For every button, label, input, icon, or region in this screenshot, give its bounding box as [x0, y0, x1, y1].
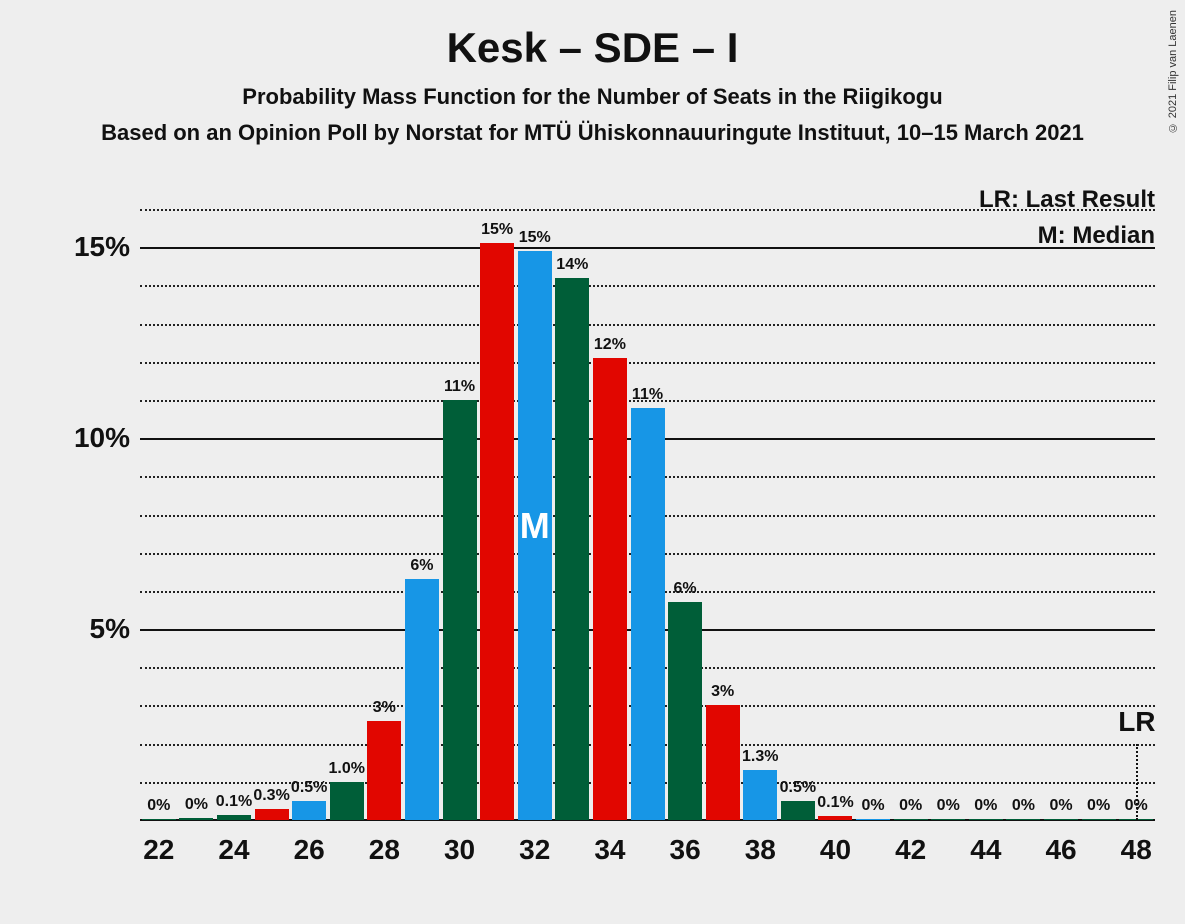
- copyright: © 2021 Filip van Laenen: [1167, 10, 1179, 133]
- bar: [1044, 819, 1078, 820]
- bar: [706, 705, 740, 820]
- bar: [142, 819, 176, 820]
- bar-label: 1.0%: [329, 760, 365, 778]
- bar-label: 0%: [1087, 797, 1110, 815]
- bar-label: 0%: [1012, 797, 1035, 815]
- bar-label: 0.5%: [291, 779, 327, 797]
- bar-label: 0%: [1049, 797, 1072, 815]
- bar-label: 15%: [481, 221, 513, 239]
- plot-area: 5%10%15%0%0%0.1%0.3%0.5%1.0%3%6%11%15%15…: [140, 190, 1155, 820]
- bar: [179, 818, 213, 820]
- bar-label: 0%: [147, 797, 170, 815]
- lr-tick: [1136, 744, 1138, 820]
- gridline-minor: [140, 209, 1155, 211]
- xtick-label: 38: [745, 834, 776, 866]
- gridline-minor: [140, 285, 1155, 287]
- bar: [217, 815, 251, 820]
- bar: [631, 408, 665, 820]
- ytick-label: 10%: [50, 422, 130, 454]
- bar: [443, 400, 477, 820]
- bar: [668, 602, 702, 820]
- ytick-label: 5%: [50, 613, 130, 645]
- chart-subtitle: Probability Mass Function for the Number…: [0, 84, 1185, 110]
- xtick-label: 42: [895, 834, 926, 866]
- bar-label: 11%: [632, 386, 663, 404]
- xtick-label: 22: [143, 834, 174, 866]
- bar-label: 12%: [594, 336, 626, 354]
- chart-subtitle2: Based on an Opinion Poll by Norstat for …: [0, 120, 1185, 146]
- bar: [480, 243, 514, 820]
- bar-label: 0%: [185, 796, 208, 814]
- bar: [931, 819, 965, 820]
- bar-label: 3%: [373, 699, 396, 717]
- bar: [330, 782, 364, 820]
- bar-label: 11%: [444, 378, 475, 396]
- bar: [593, 358, 627, 820]
- bar: [292, 801, 326, 820]
- bar: [1006, 819, 1040, 820]
- bar: [781, 801, 815, 820]
- bar-label: 0.1%: [817, 794, 853, 812]
- bar-label: 0.1%: [216, 793, 252, 811]
- xtick-label: 44: [970, 834, 1001, 866]
- bar: [818, 816, 852, 820]
- bar: [1082, 819, 1116, 820]
- xtick-label: 34: [594, 834, 625, 866]
- gridline-minor: [140, 362, 1155, 364]
- bar-label: 0.5%: [780, 779, 816, 797]
- bar: [894, 819, 928, 820]
- bar: [555, 278, 589, 820]
- bar: [367, 721, 401, 820]
- bar-label: 1.3%: [742, 748, 778, 766]
- lr-label: LR: [1118, 706, 1155, 738]
- bar-label: 6%: [410, 557, 433, 575]
- bar-chart: 5%10%15%0%0%0.1%0.3%0.5%1.0%3%6%11%15%15…: [140, 190, 1155, 820]
- xtick-label: 26: [294, 834, 325, 866]
- gridline-major: [140, 247, 1155, 249]
- bar-label: 0%: [937, 797, 960, 815]
- bar-label: 0%: [861, 797, 884, 815]
- xtick-label: 28: [369, 834, 400, 866]
- bar: [743, 770, 777, 820]
- bar: [405, 579, 439, 820]
- xtick-label: 48: [1121, 834, 1152, 866]
- median-marker: M: [520, 505, 550, 547]
- ytick-label: 15%: [50, 231, 130, 263]
- chart-title: Kesk – SDE – I: [0, 0, 1185, 72]
- xtick-label: 30: [444, 834, 475, 866]
- bar-label: 15%: [519, 229, 551, 247]
- bar-label: 14%: [556, 256, 588, 274]
- bar: [856, 819, 890, 820]
- bar-label: 0.3%: [253, 787, 289, 805]
- bar-label: 0%: [899, 797, 922, 815]
- xtick-label: 40: [820, 834, 851, 866]
- xtick-label: 32: [519, 834, 550, 866]
- xtick-label: 24: [218, 834, 249, 866]
- bar: [255, 809, 289, 820]
- bar-label: 3%: [711, 683, 734, 701]
- bar-label: 0%: [974, 797, 997, 815]
- xtick-label: 36: [670, 834, 701, 866]
- gridline-minor: [140, 324, 1155, 326]
- xtick-label: 46: [1045, 834, 1076, 866]
- bar-label: 6%: [674, 580, 697, 598]
- bar: [969, 819, 1003, 820]
